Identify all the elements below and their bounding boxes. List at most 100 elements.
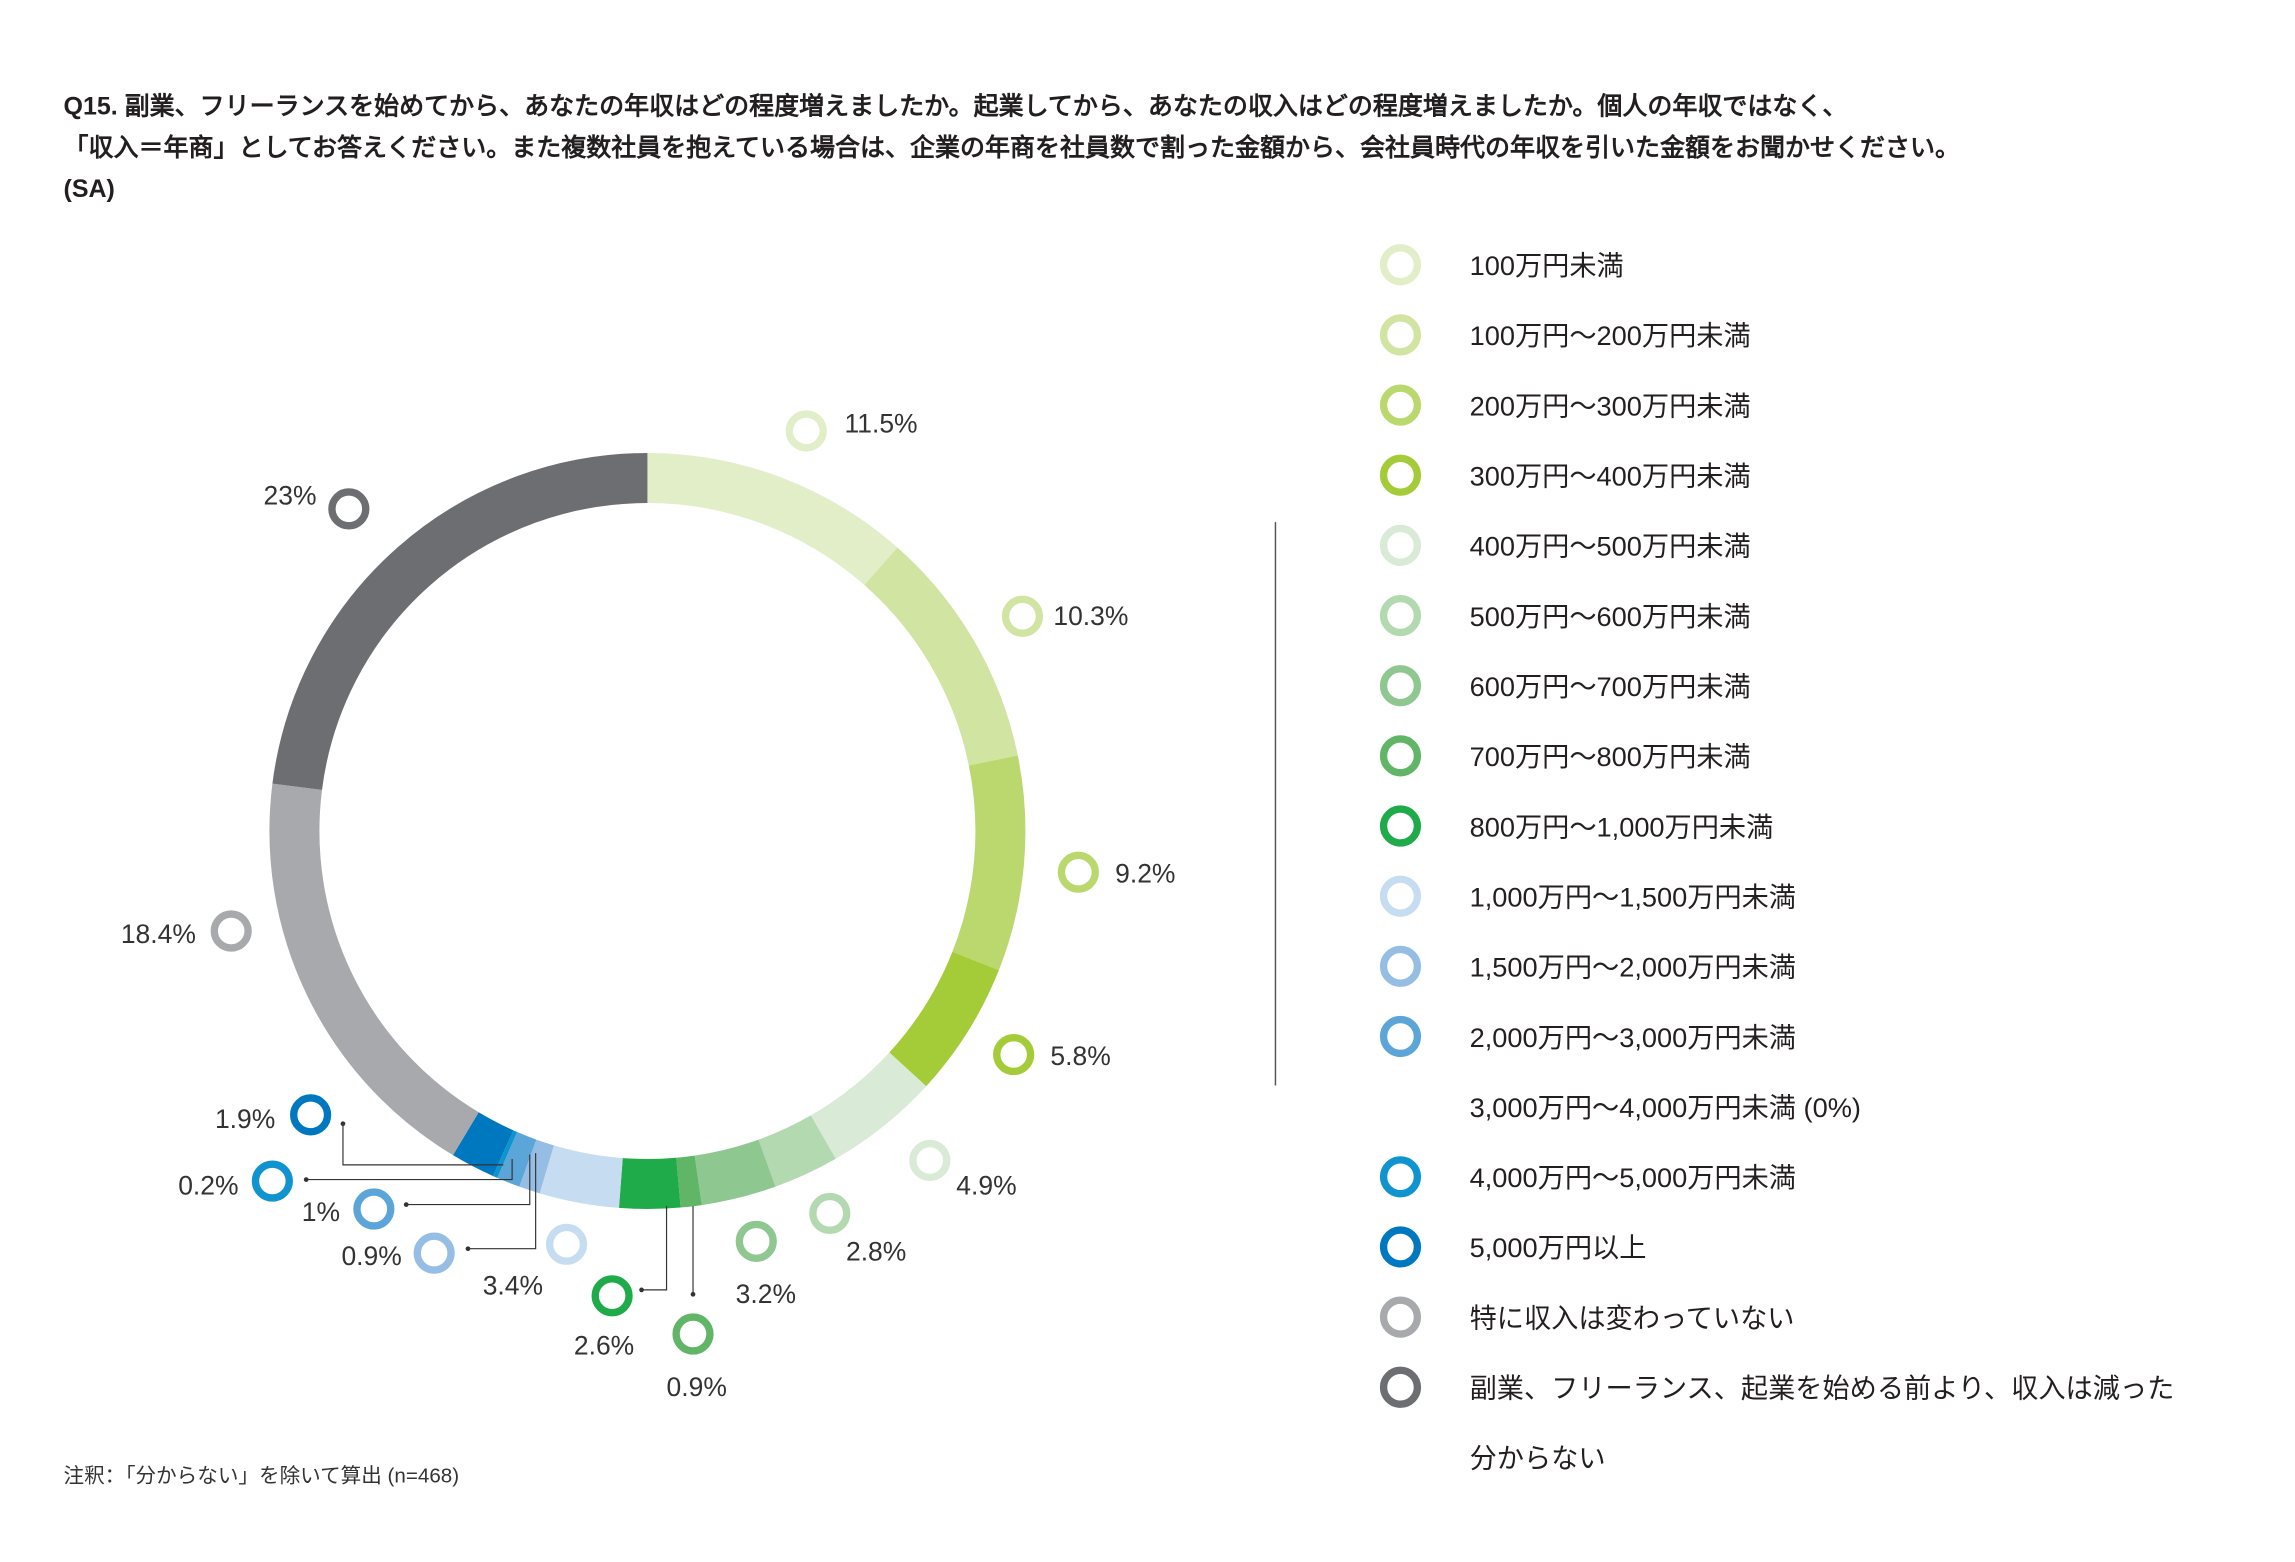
title-line-2: 「収入＝年商」としてお答えください。また複数社員を抱えている場合は、企業の年商を… <box>64 133 1961 162</box>
label-marker-icon <box>545 1223 588 1265</box>
legend-label: 5,000万円以上 <box>1470 1232 1647 1263</box>
leader-line <box>406 1154 531 1206</box>
footnote: 注釈：「分からない」を除いて算出 (n=468) <box>64 1465 460 1488</box>
data-label: 2.6% <box>574 1331 634 1361</box>
legend-item: 1,000万円〜1,500万円未満 <box>1379 875 1796 917</box>
data-label: 5.8% <box>1050 1041 1110 1071</box>
data-label: 23% <box>264 480 317 510</box>
legend-label: 300万円〜400万円未満 <box>1470 461 1751 492</box>
legend-label: 特に収入は変わっていない <box>1470 1302 1795 1333</box>
data-labels: 11.5% 10.3% 9.2% 5.8% 4.9% 2.8% 3.2% 0.9% 2.6% 3.… <box>121 408 1176 1401</box>
leader-line <box>467 1153 537 1250</box>
legend-marker-icon <box>1379 1296 1422 1338</box>
legend-item: 100万円〜200万円未満 <box>1379 314 1751 356</box>
legend-label: 4,000万円〜5,000万円未満 <box>1470 1162 1796 1193</box>
donut-slice-7 <box>676 1155 702 1208</box>
legend-marker-icon <box>1379 384 1422 426</box>
legend-marker-icon <box>1379 314 1422 356</box>
data-label: 0.9% <box>341 1241 401 1271</box>
donut-slice-11 <box>497 1131 537 1187</box>
legend-marker-icon <box>1379 1366 1422 1408</box>
data-label: 9.2% <box>1115 858 1175 888</box>
label-marker-icon <box>328 488 370 530</box>
label-marker-icon <box>290 1094 332 1136</box>
donut-slice-9 <box>539 1145 624 1208</box>
legend-marker-icon <box>1379 524 1422 566</box>
legend-label: 700万円〜800万円未満 <box>1470 741 1751 772</box>
legend-marker-icon <box>1379 244 1422 286</box>
legend-marker-icon <box>1379 594 1422 637</box>
data-label: 10.3% <box>1053 601 1128 631</box>
legend-label: 分からない <box>1470 1443 1606 1474</box>
donut-slice-8 <box>618 1157 681 1209</box>
legend-marker-icon <box>1379 735 1422 777</box>
data-label: 0.2% <box>178 1170 238 1200</box>
legend-item: 500万円〜600万円未満 <box>1379 594 1751 637</box>
data-label: 18.4% <box>121 919 196 949</box>
label-marker-icon <box>210 910 252 952</box>
legend-item: 200万円〜300万円未満 <box>1379 384 1751 426</box>
leader-line <box>306 1158 513 1181</box>
legend-label: 500万円〜600万円未満 <box>1470 601 1751 632</box>
legend-item: 600万円〜700万円未満 <box>1379 665 1751 707</box>
legend-marker-icon <box>1379 805 1422 847</box>
data-label: 2.8% <box>846 1236 906 1266</box>
legend-item: 700万円〜800万円未満 <box>1379 735 1751 777</box>
label-marker-icon <box>251 1160 293 1202</box>
legend-item: 1,500万円〜2,000万円未満 <box>1379 945 1796 987</box>
legend-item: 800万円〜1,000万円未満 <box>1379 805 1774 847</box>
leader-line <box>342 1123 504 1166</box>
legend-item: 特に収入は変わっていない <box>1379 1296 1795 1338</box>
legend-marker-icon <box>1379 1015 1422 1058</box>
leader-dot <box>303 1177 309 1182</box>
donut-slice-15 <box>269 783 479 1156</box>
legend-marker-icon <box>1379 1226 1422 1268</box>
leader-lines <box>303 1121 696 1297</box>
label-marker-icon <box>1057 851 1099 893</box>
data-label: 1% <box>302 1197 340 1227</box>
donut-slice-3 <box>889 951 999 1087</box>
legend-marker-icon <box>1379 665 1422 707</box>
donut-slice-2 <box>952 755 1026 971</box>
legend-label: 800万円〜1,000万円未満 <box>1470 811 1774 842</box>
label-marker-icon <box>353 1188 395 1230</box>
title-line-1: Q15. 副業、フリーランスを始めてから、あなたの年収はどの程度増えましたか。起… <box>64 92 1848 121</box>
legend-item: 300万円〜400万円未満 <box>1379 454 1751 496</box>
leader-line <box>641 1206 668 1291</box>
data-label: 4.9% <box>956 1170 1016 1200</box>
legend-label: 副業、フリーランス、起業を始める前より、収入は減った <box>1470 1373 2175 1404</box>
label-marker-icon <box>672 1313 714 1355</box>
legend-label: 3,000万円〜4,000万円未満 (0%) <box>1470 1092 1861 1123</box>
donut-slice-6 <box>694 1139 776 1206</box>
legend-label: 2,000万円〜3,000万円未満 <box>1470 1022 1796 1053</box>
label-marker-icon <box>993 1033 1035 1076</box>
legend-item: 100万円未満 <box>1379 244 1624 286</box>
leader-dot <box>465 1246 471 1252</box>
donut <box>269 453 1026 1209</box>
legend-label: 1,000万円〜1,500万円未満 <box>1470 881 1796 912</box>
donut-slice-4 <box>810 1052 927 1159</box>
donut-slice-1 <box>864 547 1018 766</box>
label-marker-icon <box>909 1139 951 1182</box>
legend-item: 400万円〜500万円未満 <box>1379 524 1751 566</box>
question-title: Q15. 副業、フリーランスを始めてから、あなたの年収はどの程度増えましたか。起… <box>64 92 1961 203</box>
leader-dot <box>639 1287 644 1293</box>
legend-label: 100万円未満 <box>1470 250 1624 281</box>
legend-label: 400万円〜500万円未満 <box>1470 531 1751 562</box>
label-marker-icon <box>735 1220 777 1262</box>
legend-marker-icon <box>1379 875 1422 917</box>
legend-item: 5,000万円以上 <box>1379 1226 1647 1268</box>
donut-slice-13 <box>492 1130 518 1178</box>
legend-marker-icon <box>1379 454 1422 496</box>
data-label: 3.2% <box>736 1279 796 1309</box>
data-label: 3.4% <box>483 1270 543 1300</box>
leader-dot <box>690 1291 696 1297</box>
legend-item: 分からない <box>1470 1443 1606 1474</box>
leader-dot <box>340 1121 346 1127</box>
legend-marker-icon <box>1379 945 1422 987</box>
donut-slice-10 <box>519 1139 555 1194</box>
legend-item: 3,000万円〜4,000万円未満 (0%) <box>1470 1092 1861 1123</box>
data-label: 1.9% <box>215 1104 275 1134</box>
label-marker-icon <box>785 410 827 452</box>
